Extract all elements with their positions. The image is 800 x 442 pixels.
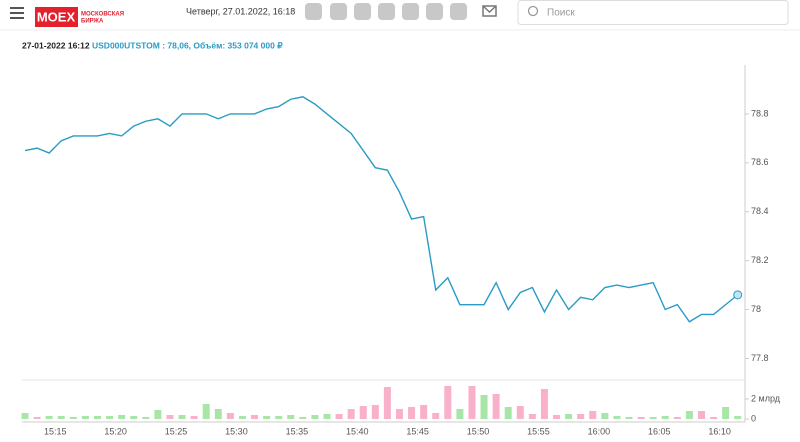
volume-bar	[371, 405, 379, 419]
volume-bar	[118, 415, 126, 419]
volume-bar	[444, 386, 452, 419]
volume-bar	[553, 415, 561, 419]
volume-bar	[408, 407, 416, 419]
volume-bar	[81, 416, 89, 419]
volume-bar	[383, 387, 391, 419]
x-tick-label: 15:15	[44, 426, 67, 436]
volume-bar	[661, 416, 669, 419]
hamburger[interactable]	[10, 7, 24, 19]
volume-bar	[323, 414, 331, 419]
volume-bar	[420, 405, 428, 419]
volume-bar	[492, 394, 500, 419]
volume-bar	[287, 415, 295, 419]
y-tick-label: 78.4	[751, 206, 769, 216]
volume-bar	[202, 404, 210, 419]
volume-bar	[226, 413, 234, 419]
last-point	[733, 290, 743, 300]
y-tick-label: 78.2	[751, 255, 769, 265]
volume-bar	[335, 414, 343, 419]
volume-bar	[93, 416, 101, 419]
date: Четверг, 27.01.2022, 16:18	[186, 6, 295, 16]
volume-bar	[625, 417, 633, 419]
volume-bar	[130, 416, 138, 419]
y-tick-label: 78	[751, 304, 761, 314]
x-tick-label: 15:35	[286, 426, 309, 436]
social-icons[interactable]	[305, 3, 467, 20]
mail-icon-flap	[482, 5, 497, 14]
x-tick-label: 15:50	[467, 426, 490, 436]
volume-bar	[21, 413, 29, 419]
volume-bar	[359, 406, 367, 419]
search-icon	[527, 5, 539, 17]
y-tick-label: 77.8	[751, 353, 769, 363]
y-tick-label: 78.8	[751, 108, 769, 118]
x-tick-label: 15:25	[165, 426, 188, 436]
volume-bar	[166, 415, 174, 419]
volume-bar	[710, 417, 718, 419]
x-tick-label: 15:20	[104, 426, 127, 436]
volume-bar	[106, 416, 114, 419]
search-placeholder: Поиск	[547, 8, 575, 19]
volume-bar	[275, 416, 283, 419]
volume-bar	[685, 411, 693, 419]
volume-bar	[214, 409, 222, 419]
volume-bar	[613, 416, 621, 419]
volume-bar	[45, 416, 53, 419]
volume-bar	[601, 413, 609, 419]
volume-bar	[251, 415, 259, 419]
volume-bar	[299, 417, 307, 419]
volume-bar	[263, 416, 271, 419]
info-datetime: 27-01-2022 16:12	[22, 40, 90, 50]
logo: MOEX	[37, 9, 76, 24]
volume-bar	[238, 416, 246, 419]
volume-bar	[649, 417, 657, 419]
x-tick-label: 15:30	[225, 426, 248, 436]
volume-bar	[142, 417, 150, 419]
volume-bar	[540, 389, 548, 419]
x-tick-label: 15:45	[406, 426, 429, 436]
logo-sub: МОСКОВСКАЯ	[81, 12, 124, 18]
x-tick-label: 16:05	[648, 426, 671, 436]
volume-bar	[504, 407, 512, 419]
volume-bar	[697, 411, 705, 419]
logo-sub: БИРЖА	[81, 19, 104, 25]
volume-bar	[577, 414, 585, 419]
volume-bar	[311, 415, 319, 419]
x-tick-label: 15:55	[527, 426, 550, 436]
x-tick-label: 15:40	[346, 426, 369, 436]
volume-bar	[33, 417, 41, 419]
volume-bar	[190, 416, 198, 419]
x-tick-label: 16:10	[708, 426, 731, 436]
volume-bar	[468, 386, 476, 419]
volume-bar	[565, 414, 573, 419]
volume-bar	[528, 414, 536, 419]
volume-bar	[154, 410, 162, 419]
volume-bar	[734, 416, 742, 419]
volume-bar	[347, 409, 355, 419]
logo-box[interactable]	[35, 7, 78, 27]
volume-bar	[69, 417, 77, 419]
volume-bar	[178, 415, 186, 419]
volume-bar	[432, 413, 440, 419]
volume-bar	[516, 406, 524, 419]
volume-bar	[395, 409, 403, 419]
x-tick-label: 16:00	[588, 426, 611, 436]
y-tick-label: 78.6	[751, 157, 769, 167]
volume-bar	[673, 417, 681, 419]
y-tick-label: 0	[751, 413, 756, 423]
y-tick-label: 2 млрд	[751, 393, 781, 403]
volume-bar	[637, 417, 645, 419]
volume-bar	[456, 409, 464, 419]
volume-bar	[57, 416, 65, 419]
search-box[interactable]	[517, 0, 789, 25]
info-quote: USD000UTSTOM : 78,06, Объём: 353 074 000…	[92, 40, 283, 50]
volume-bar	[480, 395, 488, 419]
price-line	[24, 96, 739, 323]
mail-icon[interactable]	[482, 5, 497, 17]
volume-bar	[722, 407, 730, 419]
volume-bar	[589, 411, 597, 419]
